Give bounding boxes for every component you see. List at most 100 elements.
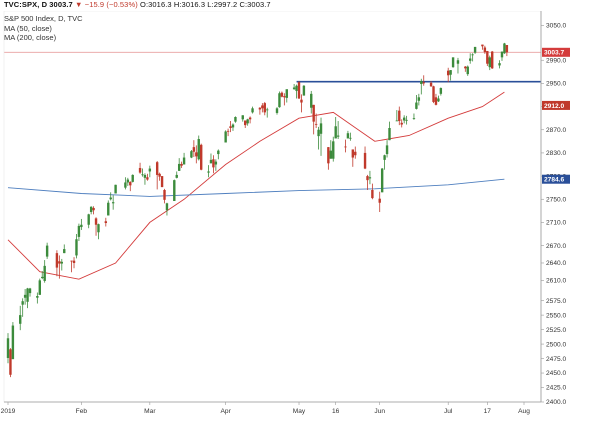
candle [226, 128, 230, 137]
plot-frame [3, 10, 542, 403]
candle-body [446, 70, 450, 76]
candle [385, 140, 389, 158]
candle-body [241, 115, 244, 120]
candle [266, 107, 269, 118]
y-tick-label: 2525.0 [546, 327, 567, 334]
candle-body [41, 276, 44, 279]
candle [109, 192, 112, 201]
candle-body [70, 260, 73, 262]
candle [500, 51, 504, 61]
candle-body [234, 117, 237, 122]
candle-body [300, 99, 303, 103]
x-tick-label: May [293, 408, 306, 415]
candle [371, 183, 374, 200]
candle-body [129, 181, 132, 186]
y-tick-label: 2830.0 [546, 150, 567, 157]
candle-body [486, 50, 489, 64]
candle-body [75, 239, 78, 256]
candle-body [6, 338, 10, 358]
candle [432, 85, 435, 104]
candle-body [383, 155, 386, 160]
candle-body [224, 131, 227, 143]
candle [456, 57, 460, 74]
x-tick-label: Jun [374, 408, 385, 415]
candle [163, 188, 166, 204]
candle-body [111, 202, 115, 204]
candle-body [334, 126, 337, 139]
candle [72, 257, 76, 269]
candle [244, 120, 247, 129]
candle [195, 145, 198, 164]
candle-body [437, 98, 440, 102]
candle-body [258, 107, 262, 110]
x-tick-label: 16 [332, 408, 340, 415]
candle-body [180, 163, 183, 166]
candle-body [285, 89, 288, 98]
y-tick-label: 3050.0 [546, 23, 567, 30]
candle [241, 115, 244, 122]
candle-body [385, 145, 389, 155]
candle-body [402, 117, 406, 121]
candle [89, 206, 93, 215]
candle [75, 234, 78, 259]
y-tick-label: 2550.0 [546, 312, 567, 319]
candle [336, 121, 340, 140]
candle [498, 60, 501, 69]
candle [451, 57, 455, 68]
candle [214, 159, 218, 171]
candle-body [173, 180, 176, 201]
candle-body [87, 214, 90, 225]
candle-body [395, 120, 399, 122]
candle-body [190, 151, 193, 158]
candle-body [229, 126, 232, 129]
symbol: TVC:SPX, D [4, 0, 48, 9]
candle [87, 213, 90, 229]
candle-body [336, 135, 340, 137]
candle [388, 121, 391, 141]
candle-body [498, 63, 501, 66]
candle [263, 101, 266, 116]
candle [180, 161, 183, 168]
candle [129, 181, 132, 192]
candle [190, 150, 193, 159]
candle-body [131, 174, 134, 182]
header-bar: TVC:SPX, D 3003.7 ▼ −15.9 (−0.53%) O:301… [0, 0, 600, 11]
candle-body [148, 168, 152, 172]
y-tick-label: 2750.0 [546, 196, 567, 203]
candle-body [371, 189, 374, 199]
candle-body [466, 66, 469, 75]
candle [354, 146, 357, 159]
candle [165, 202, 169, 216]
candle-body [368, 177, 372, 179]
legend-ma200[interactable]: MA (200, close) [4, 33, 57, 42]
candle-body [177, 163, 181, 171]
candle [212, 155, 215, 174]
candle [19, 305, 22, 331]
candle [97, 223, 100, 240]
candle-body [21, 301, 24, 305]
candle-body [434, 97, 438, 105]
y-tick-label: 2950.0 [546, 81, 567, 88]
candle [6, 333, 10, 364]
candle [278, 91, 281, 108]
candle [158, 172, 161, 181]
legend-ma50[interactable]: MA (50, close) [4, 23, 52, 33]
candle [107, 200, 110, 216]
candle [405, 115, 408, 125]
price-label-text: 2912.0 [544, 103, 565, 110]
candle-body [398, 110, 401, 122]
y-tick-label: 2640.0 [546, 260, 567, 267]
candle [471, 53, 474, 62]
candle [58, 255, 61, 279]
candle [38, 278, 41, 295]
candle [248, 116, 252, 124]
candle [332, 136, 335, 162]
candle-body [143, 174, 147, 178]
candle [199, 143, 203, 171]
candle [312, 104, 315, 135]
candle-body [481, 44, 484, 47]
candle-body [449, 70, 452, 75]
candle-body [280, 92, 284, 97]
candle [420, 78, 423, 95]
